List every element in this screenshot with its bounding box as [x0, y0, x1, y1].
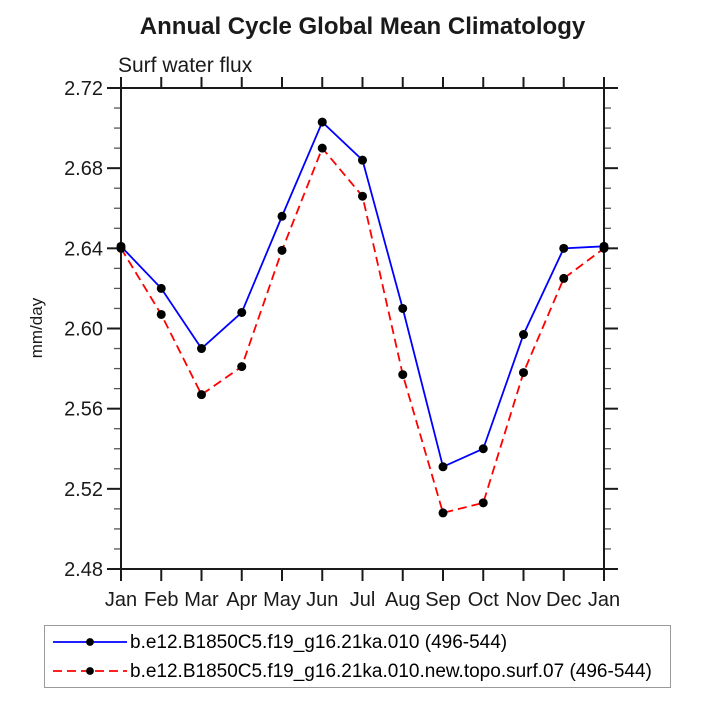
- data-point-series-1: [317, 117, 327, 127]
- data-point-series-2: [197, 390, 206, 400]
- legend-marker-dot: [86, 667, 94, 675]
- legend-sample-solid-blue-line: [53, 638, 127, 646]
- data-point-series-1: [156, 283, 166, 293]
- x-tick-label: Jul: [350, 589, 376, 611]
- plot-frame: [120, 87, 605, 570]
- line-chart-plot-area: 2.48 2.52 2.56 2.60 2.64 2.68 2.72 Jan Feb Mar Apr…: [27, 77, 620, 611]
- x-tick-label: Jan: [588, 589, 620, 611]
- y-tick-label: 2.68: [64, 158, 103, 180]
- chart-subtitle: Surf water flux: [118, 54, 253, 77]
- data-point-series-1: [197, 344, 206, 354]
- x-tick-label: Sep: [425, 589, 461, 611]
- data-point-series-1: [438, 462, 448, 472]
- x-tick-label: Jan: [105, 589, 137, 611]
- data-point-series-1: [237, 307, 247, 317]
- y-axis-title: mm/day: [27, 297, 46, 358]
- data-point-series-2: [237, 362, 247, 372]
- data-point-series-2: [317, 143, 327, 153]
- x-tick-label: Oct: [468, 589, 500, 611]
- legend-label-series-1: b.e12.B1850C5.f19_g16.21ka.010 (496-544): [130, 631, 508, 653]
- x-tick-label: Nov: [506, 589, 542, 611]
- data-point-series-2: [559, 273, 569, 283]
- data-point-series-2: [398, 370, 408, 380]
- data-point-series-2: [116, 243, 126, 253]
- x-tick-label: Apr: [226, 589, 257, 611]
- series-line-1: [120, 120, 605, 469]
- x-tick-label: Feb: [144, 589, 178, 611]
- legend-sample-dashed-red-line: [53, 667, 127, 675]
- legend-entry-series-1: b.e12.B1850C5.f19_g16.21ka.010 (496-544): [53, 629, 670, 655]
- chart-title: Annual Cycle Global Mean Climatology: [139, 13, 586, 40]
- x-tick-label: Jun: [306, 589, 338, 611]
- data-point-series-1: [358, 155, 367, 165]
- legend-marker-dot: [86, 638, 94, 646]
- x-tick-label: Aug: [385, 589, 421, 611]
- data-point-series-1: [519, 330, 528, 340]
- data-point-series-2: [599, 243, 609, 253]
- data-point-series-1: [277, 211, 287, 221]
- legend-entry-series-2: b.e12.B1850C5.f19_g16.21ka.010.new.topo.…: [53, 658, 670, 684]
- x-tick-label: May: [263, 589, 301, 611]
- data-point-series-1: [559, 243, 569, 253]
- data-point-series-1: [398, 303, 408, 313]
- data-point-series-2: [478, 498, 488, 508]
- x-tick-label: Dec: [546, 589, 582, 611]
- data-point-series-1: [478, 444, 488, 454]
- data-point-series-2: [156, 309, 166, 319]
- legend-label-series-2: b.e12.B1850C5.f19_g16.21ka.010.new.topo.…: [130, 660, 652, 682]
- data-point-series-2: [438, 508, 448, 518]
- data-point-series-2: [358, 191, 367, 201]
- data-point-series-2: [277, 245, 287, 255]
- y-tick-label: 2.52: [64, 479, 103, 501]
- chart-legend: b.e12.B1850C5.f19_g16.21ka.010 (496-544)…: [44, 625, 671, 688]
- y-tick-label: 2.60: [64, 319, 103, 341]
- x-tick-label: Mar: [184, 589, 219, 611]
- data-point-series-2: [519, 368, 528, 378]
- y-tick-label: 2.48: [64, 559, 103, 581]
- y-tick-label: 2.64: [64, 238, 103, 260]
- series-line-2: [120, 146, 605, 514]
- y-tick-label: 2.56: [64, 399, 103, 421]
- y-tick-label: 2.72: [64, 78, 103, 100]
